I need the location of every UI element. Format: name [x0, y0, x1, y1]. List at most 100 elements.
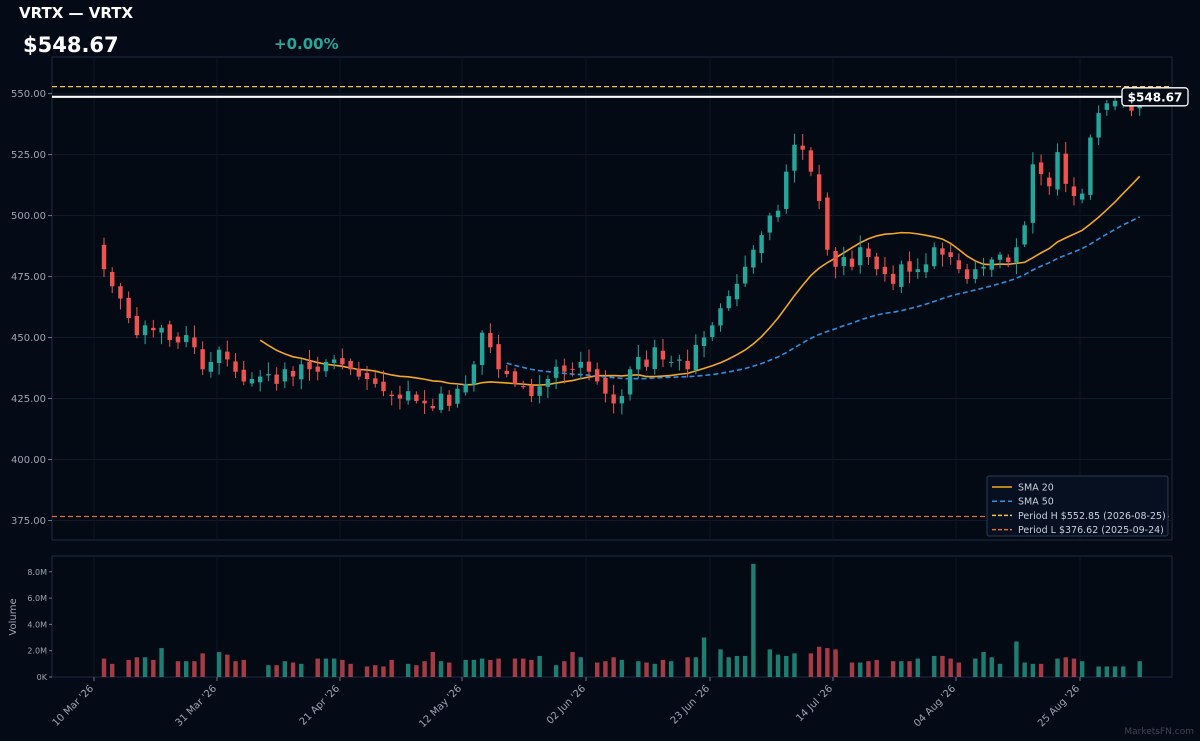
volume-bar [981, 652, 986, 677]
volume-bar [1071, 658, 1077, 677]
volume-bar [603, 661, 608, 677]
candle-body [1006, 257, 1011, 262]
candle-body [964, 269, 970, 279]
candle-body [775, 210, 781, 218]
volume-bar [619, 659, 625, 677]
candle-body [200, 349, 205, 370]
volume-bar [290, 662, 296, 677]
volume-bar [159, 648, 164, 677]
candle-body [438, 393, 444, 410]
candle-body [142, 325, 148, 336]
y-tick-label: 425.00 [11, 394, 46, 405]
candle-body [290, 370, 296, 377]
candle-body [710, 325, 715, 338]
volume-bar [414, 665, 419, 677]
candle-body [808, 150, 814, 172]
candle-body [800, 145, 805, 150]
volume-bar [192, 661, 197, 677]
volume-bar [644, 662, 649, 677]
candle-body [644, 359, 649, 367]
candle-body [167, 324, 172, 340]
candle-body [340, 358, 345, 365]
volume-bar [915, 658, 920, 677]
candle-body [1055, 152, 1060, 190]
x-tick-label: 21 Apr '26 [298, 683, 342, 727]
volume-bar [373, 665, 378, 677]
candle-body [257, 376, 263, 383]
candle-body [611, 394, 616, 404]
x-tick-label: 12 May '26 [417, 683, 464, 730]
candle-body [948, 252, 953, 258]
volume-bar [652, 663, 657, 677]
watermark: MarketsFN.com [1124, 727, 1194, 737]
candle-body [784, 171, 789, 209]
volume-tick-label: 6.0M [27, 594, 47, 603]
x-tick-label: 04 Aug '26 [912, 683, 958, 729]
candle-body [578, 361, 583, 368]
candle-body [636, 357, 641, 370]
candle-body [225, 351, 230, 360]
volume-bar [200, 653, 205, 677]
candle-body [956, 260, 962, 270]
y-tick-label: 450.00 [11, 333, 46, 344]
x-tick-label: 14 Jul '26 [794, 683, 835, 724]
candle-body [110, 272, 115, 287]
current-price: $548.67 [23, 33, 119, 57]
volume-bar [825, 648, 830, 677]
candle-body [389, 394, 394, 397]
candle-body [545, 379, 551, 387]
candle-body [742, 266, 748, 284]
candle-body [192, 337, 197, 348]
volume-bar [816, 646, 822, 677]
volume-bar [1055, 658, 1060, 677]
volume-bar [775, 654, 781, 677]
volume-bar [323, 658, 329, 677]
candle-body [496, 344, 501, 370]
candle-body [1022, 225, 1027, 245]
candle-body [553, 366, 559, 378]
volume-bar [849, 662, 855, 677]
volume-bar [512, 658, 518, 677]
candle-body [677, 359, 682, 361]
candle-body [627, 369, 633, 395]
candle-body [356, 368, 362, 377]
current-price-tag [1121, 87, 1189, 107]
x-tick-label: 25 Aug '26 [1036, 683, 1082, 729]
candle-body [726, 296, 731, 309]
candle-body [134, 315, 140, 336]
volume-bar [1137, 661, 1142, 677]
candle-body [488, 333, 493, 348]
volume-bar [948, 658, 953, 677]
volume-bar [726, 657, 731, 677]
volume-bar [537, 655, 542, 677]
volume-bar [685, 657, 690, 677]
volume-bar [611, 657, 616, 677]
volume-tick-label: 4.0M [27, 620, 47, 629]
candle-body [151, 327, 156, 331]
volume-bar [225, 654, 230, 677]
candle-body [315, 366, 320, 372]
candle-body [923, 264, 929, 273]
volume-bar [562, 661, 567, 677]
volume-bar [701, 637, 707, 677]
volume-bar [184, 661, 189, 677]
candle-body [1079, 193, 1085, 200]
candle-body [241, 369, 246, 382]
volume-tick-label: 0K [37, 673, 48, 682]
volume-bar [438, 661, 444, 677]
candle-body [562, 365, 567, 372]
candle-body [405, 391, 411, 401]
volume-bar [636, 661, 641, 677]
candle-body [479, 332, 485, 365]
candle-body [619, 396, 625, 404]
candle-body [849, 258, 855, 267]
volume-bar [1104, 666, 1110, 677]
volume-bar [792, 653, 797, 677]
candle-body [718, 308, 723, 326]
candle-body [364, 372, 370, 379]
volume-bar [274, 665, 279, 677]
candle-body [652, 347, 657, 369]
volume-bar [364, 666, 370, 677]
candle-body [1063, 153, 1068, 184]
candle-body [767, 215, 773, 233]
